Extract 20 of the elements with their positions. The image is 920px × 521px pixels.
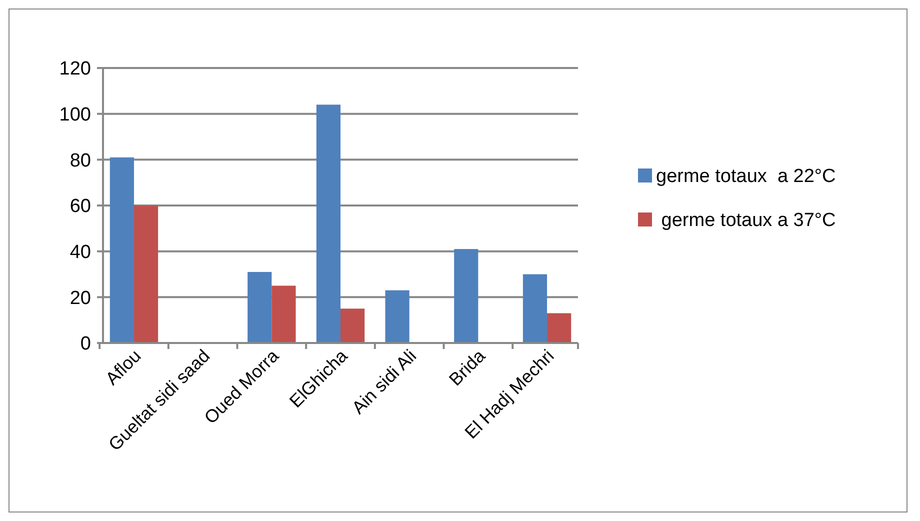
bar	[547, 313, 572, 343]
bar	[454, 249, 478, 343]
y-tick-label: 60	[70, 196, 91, 218]
bar	[248, 272, 272, 343]
bar	[110, 157, 134, 343]
y-tick-label: 100	[59, 104, 91, 126]
y-tick-label: 120	[59, 58, 91, 80]
bar	[272, 286, 296, 343]
y-tick-label: 40	[70, 242, 91, 263]
bar	[134, 206, 158, 343]
y-tick-label: 20	[70, 288, 91, 309]
bar	[340, 308, 365, 343]
bar	[385, 290, 410, 343]
bar	[316, 104, 340, 343]
legend-label: germe totaux a 22°C	[656, 166, 836, 188]
y-tick-label: 80	[70, 150, 91, 172]
bar	[522, 274, 548, 343]
y-tick-label: 0	[80, 334, 91, 355]
legend-label: germe totaux a 37°C	[656, 210, 836, 232]
x-tick-label: Ain sidi Ali	[348, 346, 420, 418]
